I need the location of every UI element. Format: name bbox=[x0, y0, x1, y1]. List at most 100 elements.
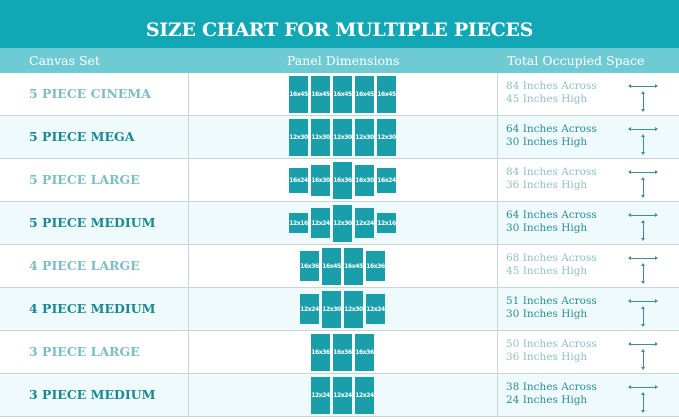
height-arrow-icon bbox=[641, 349, 645, 370]
panel: 12x24 bbox=[355, 376, 374, 414]
divider bbox=[188, 202, 189, 244]
total-space: 50 Inches Across 36 Inches High bbox=[506, 338, 597, 364]
high-text: 36 Inches High bbox=[506, 179, 588, 191]
panel: 16x45 bbox=[344, 247, 363, 285]
height-arrow-icon bbox=[641, 91, 645, 112]
panel: 12x30 bbox=[344, 290, 363, 328]
panel: 12x16 bbox=[289, 213, 308, 233]
across-text: 64 Inches Across bbox=[506, 209, 597, 221]
height-arrow-icon bbox=[641, 392, 645, 413]
table-row: 4 PIECE LARGE 16x36 16x45 16x45 16x36 68 In… bbox=[0, 245, 679, 288]
panel: 16x30 bbox=[311, 164, 330, 196]
width-arrow-icon bbox=[628, 385, 658, 389]
header-total-space: Total Occupied Space bbox=[507, 53, 645, 68]
panel: 16x45 bbox=[333, 75, 352, 113]
table-row: 5 PIECE MEDIUM 12x16 12x24 12x30 12x24 12x16… bbox=[0, 202, 679, 245]
panel: 12x24 bbox=[366, 294, 385, 324]
panel-group: 12x24 12x24 12x24 bbox=[188, 374, 497, 416]
canvas-set-name: 4 PIECE MEDIUM bbox=[29, 301, 156, 316]
divider bbox=[188, 73, 189, 115]
table-row: 5 PIECE MEGA 12x30 12x30 12x30 12x30 12x30 6… bbox=[0, 116, 679, 159]
canvas-set-name: 5 PIECE MEDIUM bbox=[29, 215, 156, 230]
divider bbox=[497, 331, 498, 373]
across-text: 84 Inches Across bbox=[506, 166, 597, 178]
divider bbox=[497, 374, 498, 416]
width-arrow-icon bbox=[628, 127, 658, 131]
total-space: 84 Inches Across 36 Inches High bbox=[506, 166, 597, 192]
panel: 12x30 bbox=[333, 204, 352, 242]
across-text: 51 Inches Across bbox=[506, 295, 597, 307]
panel-group: 16x24 16x30 16x36 16x30 16x24 bbox=[188, 159, 497, 201]
panel: 16x45 bbox=[355, 75, 374, 113]
page-title: SIZE CHART FOR MULTIPLE PIECES bbox=[145, 19, 534, 41]
across-text: 64 Inches Across bbox=[506, 123, 597, 135]
panel-group: 12x24 12x30 12x30 12x24 bbox=[188, 288, 497, 330]
panel: 12x30 bbox=[311, 118, 330, 156]
panel-group: 16x36 16x45 16x45 16x36 bbox=[188, 245, 497, 287]
canvas-set-name: 5 PIECE CINEMA bbox=[29, 86, 151, 101]
across-text: 68 Inches Across bbox=[506, 252, 597, 264]
across-text: 50 Inches Across bbox=[506, 338, 597, 350]
high-text: 30 Inches High bbox=[506, 308, 588, 320]
total-space: 64 Inches Across 30 Inches High bbox=[506, 123, 597, 149]
panel: 12x24 bbox=[333, 376, 352, 414]
divider bbox=[188, 288, 189, 330]
panel: 12x30 bbox=[355, 118, 374, 156]
panel: 16x24 bbox=[289, 167, 308, 193]
table-row: 5 PIECE CINEMA 16x45 16x45 16x45 16x45 16x45… bbox=[0, 73, 679, 116]
panel-group: 12x30 12x30 12x30 12x30 12x30 bbox=[188, 116, 497, 158]
panel: 16x36 bbox=[311, 333, 330, 371]
width-arrow-icon bbox=[628, 299, 658, 303]
total-space: 84 Inches Across 45 Inches High bbox=[506, 80, 597, 106]
height-arrow-icon bbox=[641, 177, 645, 198]
width-arrow-icon bbox=[628, 213, 658, 217]
divider bbox=[188, 374, 189, 416]
table-row: 3 PIECE MEDIUM 12x24 12x24 12x24 38 Inches… bbox=[0, 374, 679, 417]
divider bbox=[188, 245, 189, 287]
canvas-set-name: 5 PIECE MEGA bbox=[29, 129, 135, 144]
panel: 16x45 bbox=[289, 75, 308, 113]
panel: 12x24 bbox=[355, 208, 374, 238]
title-bar: SIZE CHART FOR MULTIPLE PIECES bbox=[0, 0, 679, 48]
panel: 16x24 bbox=[377, 167, 396, 193]
divider bbox=[497, 245, 498, 287]
panel: 16x36 bbox=[333, 161, 352, 199]
panel: 12x30 bbox=[322, 290, 341, 328]
divider bbox=[497, 73, 498, 115]
panel-group: 16x36 16x36 16x36 bbox=[188, 331, 497, 373]
width-arrow-icon bbox=[628, 170, 658, 174]
panel: 16x36 bbox=[300, 251, 319, 281]
high-text: 45 Inches High bbox=[506, 93, 588, 105]
total-space: 38 Inches Across 24 Inches High bbox=[506, 381, 597, 407]
width-arrow-icon bbox=[628, 342, 658, 346]
high-text: 45 Inches High bbox=[506, 265, 588, 277]
total-space: 64 Inches Across 30 Inches High bbox=[506, 209, 597, 235]
height-arrow-icon bbox=[641, 134, 645, 155]
panel: 16x45 bbox=[377, 75, 396, 113]
header-canvas-set: Canvas Set bbox=[29, 53, 100, 68]
high-text: 24 Inches High bbox=[506, 394, 588, 406]
panel: 16x36 bbox=[333, 333, 352, 371]
height-arrow-icon bbox=[641, 306, 645, 327]
height-arrow-icon bbox=[641, 263, 645, 284]
width-arrow-icon bbox=[628, 84, 658, 88]
width-arrow-icon bbox=[628, 256, 658, 260]
panel: 12x30 bbox=[289, 118, 308, 156]
divider bbox=[188, 159, 189, 201]
canvas-set-name: 4 PIECE LARGE bbox=[29, 258, 140, 273]
panel-group: 16x45 16x45 16x45 16x45 16x45 bbox=[188, 73, 497, 115]
high-text: 30 Inches High bbox=[506, 222, 588, 234]
panel: 16x36 bbox=[366, 251, 385, 281]
panel: 12x30 bbox=[377, 118, 396, 156]
high-text: 30 Inches High bbox=[506, 136, 588, 148]
panel: 12x30 bbox=[333, 118, 352, 156]
table-header: Canvas Set Panel Dimensions Total Occupi… bbox=[0, 48, 679, 73]
panel: 16x45 bbox=[311, 75, 330, 113]
panel-group: 12x16 12x24 12x30 12x24 12x16 bbox=[188, 202, 497, 244]
divider bbox=[497, 116, 498, 158]
panel: 12x24 bbox=[300, 294, 319, 324]
divider bbox=[188, 116, 189, 158]
divider bbox=[188, 331, 189, 373]
panel: 12x16 bbox=[377, 213, 396, 233]
panel: 12x24 bbox=[311, 208, 330, 238]
